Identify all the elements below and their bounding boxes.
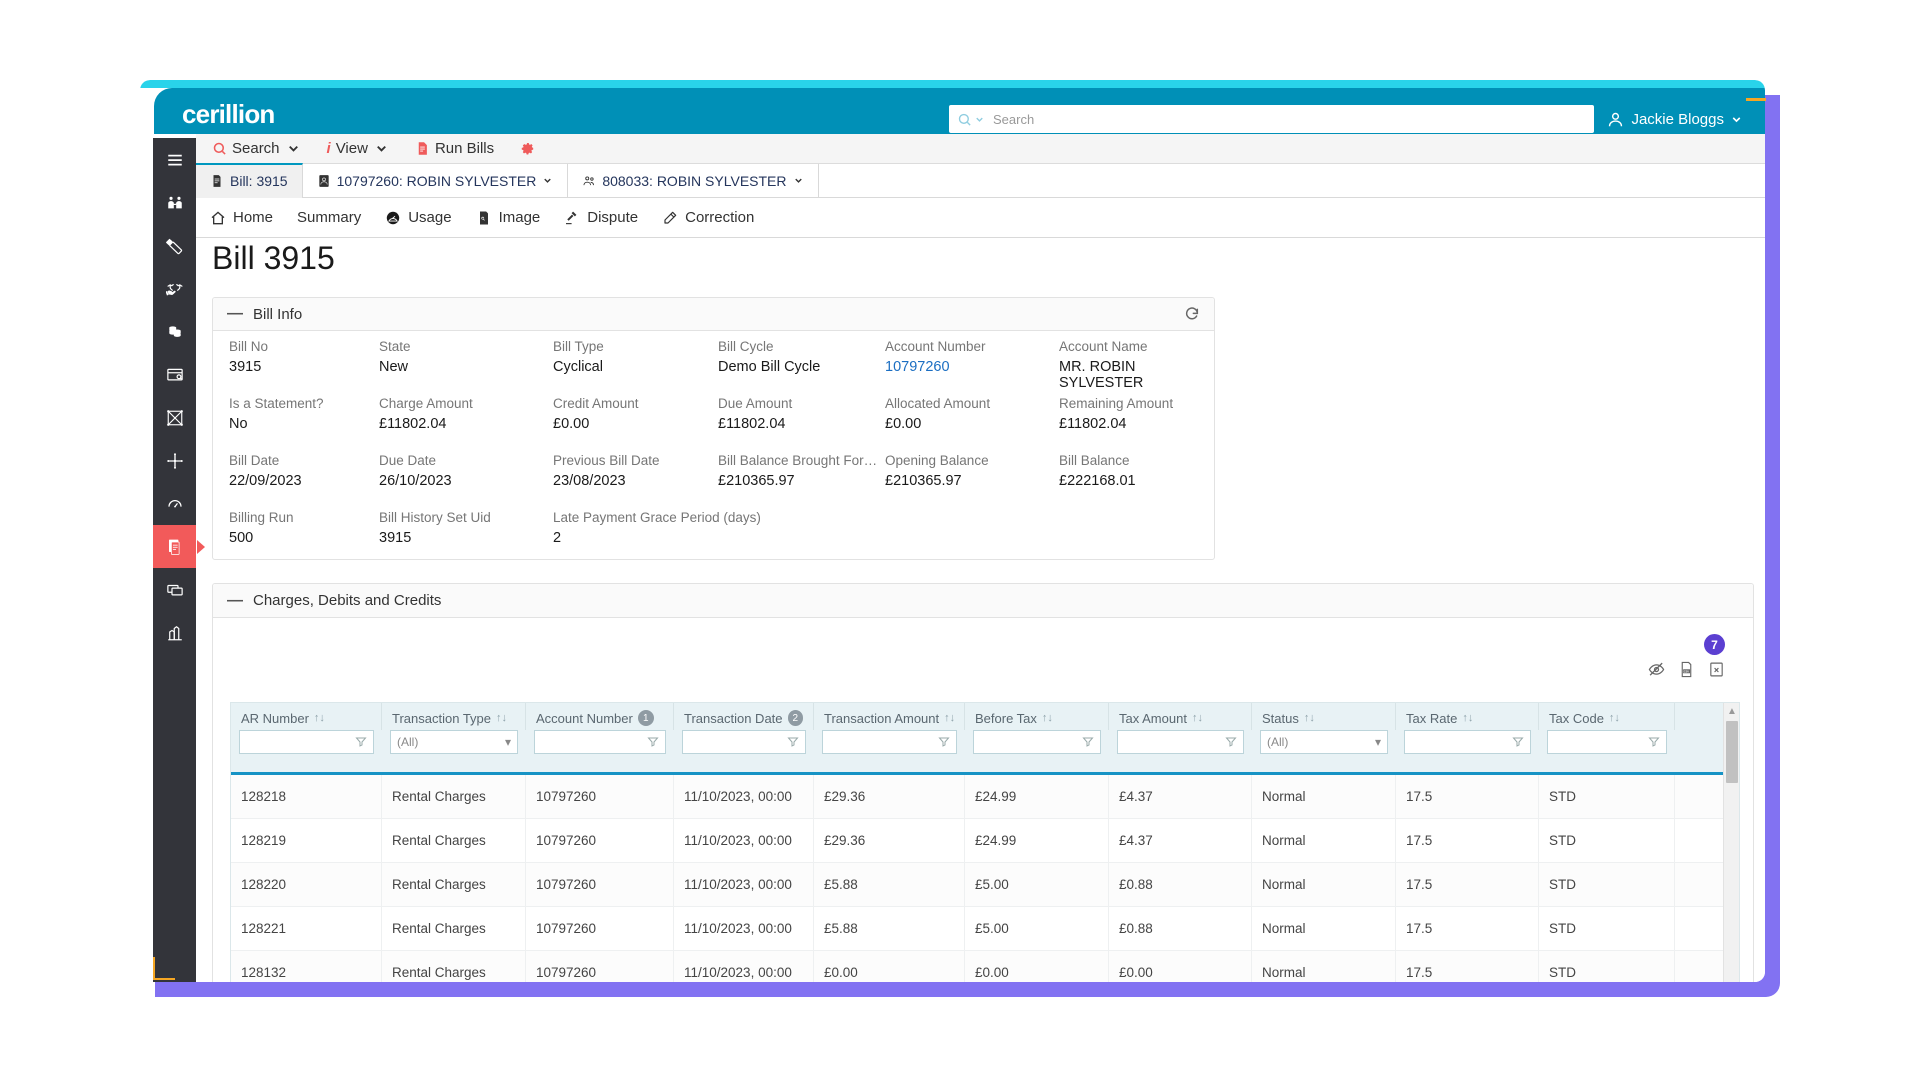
svg-text:CSV: CSV bbox=[1684, 669, 1690, 673]
